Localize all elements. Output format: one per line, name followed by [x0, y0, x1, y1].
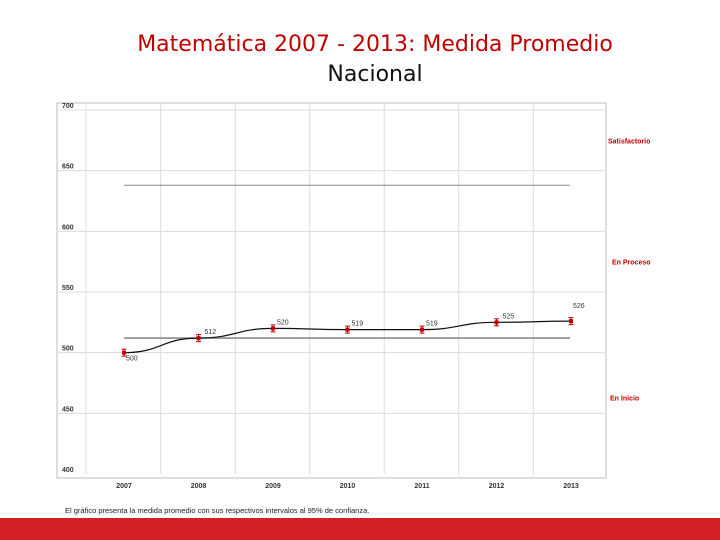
data-point	[345, 327, 350, 332]
y-tick-label: 450	[62, 406, 74, 413]
data-label: 512	[205, 329, 217, 336]
x-tick-label: 2010	[340, 483, 356, 490]
data-point	[196, 336, 201, 341]
y-tick-label: 550	[62, 285, 74, 292]
data-point	[494, 320, 499, 325]
data-label: 500	[126, 356, 138, 363]
data-label: 526	[573, 303, 585, 310]
x-tick-label: 2009	[265, 483, 281, 490]
footer-bar	[0, 518, 720, 540]
x-tick-label: 2013	[563, 483, 579, 490]
level-label: En Proceso	[612, 260, 651, 267]
y-tick-label: 500	[62, 346, 74, 353]
data-point	[122, 350, 126, 355]
x-tick-label: 2012	[489, 483, 505, 490]
data-point	[420, 327, 424, 332]
y-tick-label: 600	[62, 224, 74, 231]
data-label: 519	[352, 321, 364, 328]
y-tick-label: 400	[62, 467, 74, 474]
title-line-1: Matemática 2007 - 2013: Medida Promedio	[137, 32, 613, 57]
x-tick-label: 2011	[414, 483, 429, 490]
chart-title: Matemática 2007 - 2013: Medida Promedio …	[60, 30, 690, 90]
plot-frame	[56, 102, 607, 479]
level-label: En Inicio	[610, 396, 639, 403]
y-tick-label: 700	[62, 103, 74, 110]
footnote: El gráfico presenta la medida promedio c…	[65, 506, 370, 515]
level-label: Satisfactorio	[608, 138, 650, 145]
data-label: 520	[277, 319, 289, 326]
x-tick-label: 2007	[116, 483, 132, 490]
y-tick-label: 650	[62, 164, 74, 171]
x-tick-label: 2008	[191, 483, 207, 490]
title-line-2: Nacional	[327, 62, 423, 87]
data-label: 519	[426, 321, 438, 328]
data-label: 525	[503, 313, 515, 320]
data-point	[271, 326, 275, 331]
data-point	[569, 319, 573, 324]
